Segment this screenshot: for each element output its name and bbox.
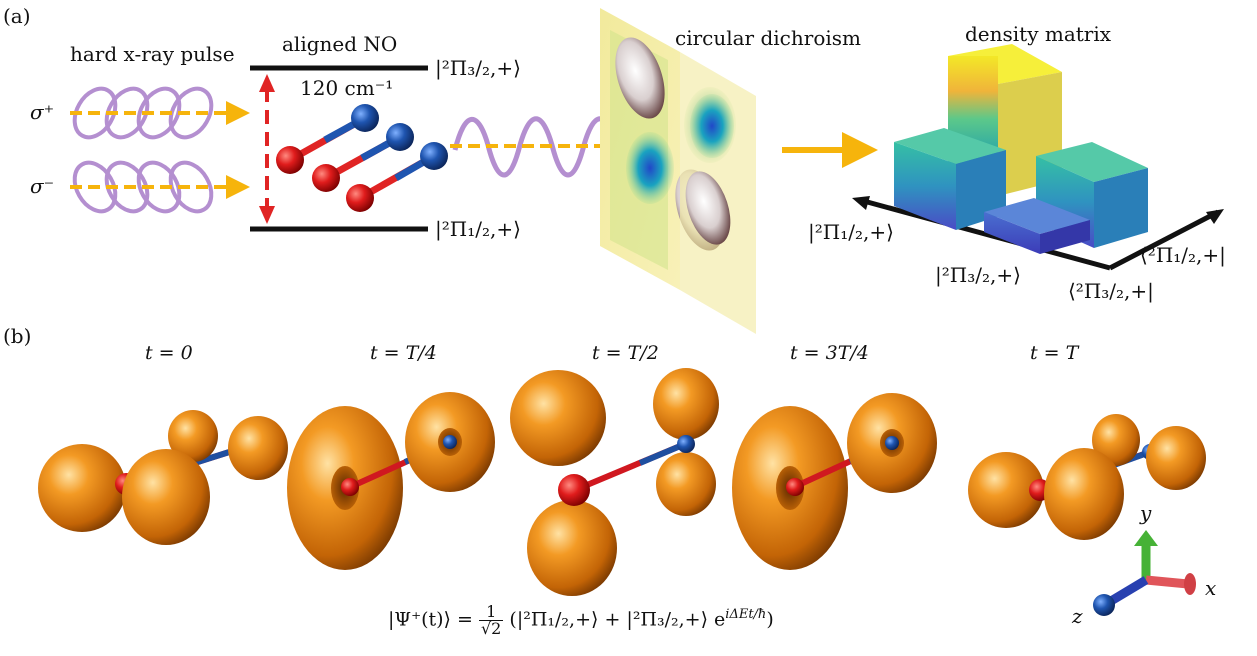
sigma-plus-helix bbox=[72, 86, 214, 140]
panel-b-label: (b) bbox=[3, 324, 32, 348]
formula-rhs: (|²Π₁/₂,+⟩ + |²Π₃/₂,+⟩ e bbox=[509, 608, 726, 631]
axis-y-label: y bbox=[1140, 501, 1152, 525]
time-label-4: t = T bbox=[1030, 342, 1079, 364]
panel-a-label: (a) bbox=[3, 4, 31, 28]
cd-blob-right-blue bbox=[690, 94, 734, 158]
time-label-0: t = 0 bbox=[145, 342, 193, 364]
formula-close: ) bbox=[766, 608, 774, 631]
splitting-arrow bbox=[259, 74, 275, 224]
orbital-t-three-quarter bbox=[732, 393, 937, 570]
density-matrix-title: density matrix bbox=[965, 22, 1112, 46]
axis-z-label: z bbox=[1072, 604, 1083, 628]
cd-title: circular dichroism bbox=[675, 26, 861, 50]
sigma-plus-label: σ⁺ bbox=[30, 100, 55, 124]
cd-lobe-lower-white bbox=[685, 171, 731, 245]
orbital-t-period bbox=[968, 414, 1206, 540]
dm-axis-left-2: |²Π₃/₂,+⟩ bbox=[935, 263, 1021, 287]
axis-x-label: x bbox=[1205, 576, 1217, 600]
orbital-t-quarter bbox=[287, 392, 495, 570]
no-molecule-1 bbox=[276, 104, 379, 174]
dm-axis-right-2: ⟨²Π₃/₂,+| bbox=[1068, 279, 1154, 303]
formula-fraction: 1 √2 bbox=[478, 604, 504, 638]
time-label-1: t = T/4 bbox=[370, 342, 437, 364]
formula-lhs: |Ψ⁺(t)⟩ = bbox=[388, 608, 473, 631]
density-matrix-plot bbox=[852, 44, 1224, 271]
splitting-label: 120 cm⁻¹ bbox=[300, 76, 394, 100]
wavefunction-formula: |Ψ⁺(t)⟩ = 1 √2 (|²Π₁/₂,+⟩ + |²Π₃/₂,+⟩ eiΔ… bbox=[388, 604, 774, 637]
axis-triad bbox=[1093, 530, 1196, 616]
dm-axis-left-1: |²Π₁/₂,+⟩ bbox=[808, 220, 894, 244]
dm-axis-right-1: ⟨²Π₁/₂,+| bbox=[1140, 243, 1226, 267]
no-molecule-3 bbox=[346, 142, 448, 212]
pulse-title: hard x-ray pulse bbox=[70, 42, 235, 66]
orbital-t-half bbox=[510, 368, 719, 596]
formula-den: √2 bbox=[480, 619, 502, 638]
time-label-3: t = 3T/4 bbox=[790, 342, 869, 364]
lower-level-ket: |²Π₁/₂,+⟩ bbox=[435, 217, 521, 241]
no-molecule-2 bbox=[312, 123, 414, 192]
sigma-minus-helix bbox=[72, 160, 214, 214]
upper-level-ket: |²Π₃/₂,+⟩ bbox=[435, 56, 521, 80]
formula-num: 1 bbox=[478, 604, 504, 621]
sigma-minus-label: σ⁻ bbox=[30, 174, 55, 198]
molecule-title: aligned NO bbox=[282, 32, 398, 56]
time-label-2: t = T/2 bbox=[592, 342, 659, 364]
formula-exponent: iΔEt/ħ bbox=[725, 607, 767, 623]
orbital-t0 bbox=[38, 410, 288, 545]
